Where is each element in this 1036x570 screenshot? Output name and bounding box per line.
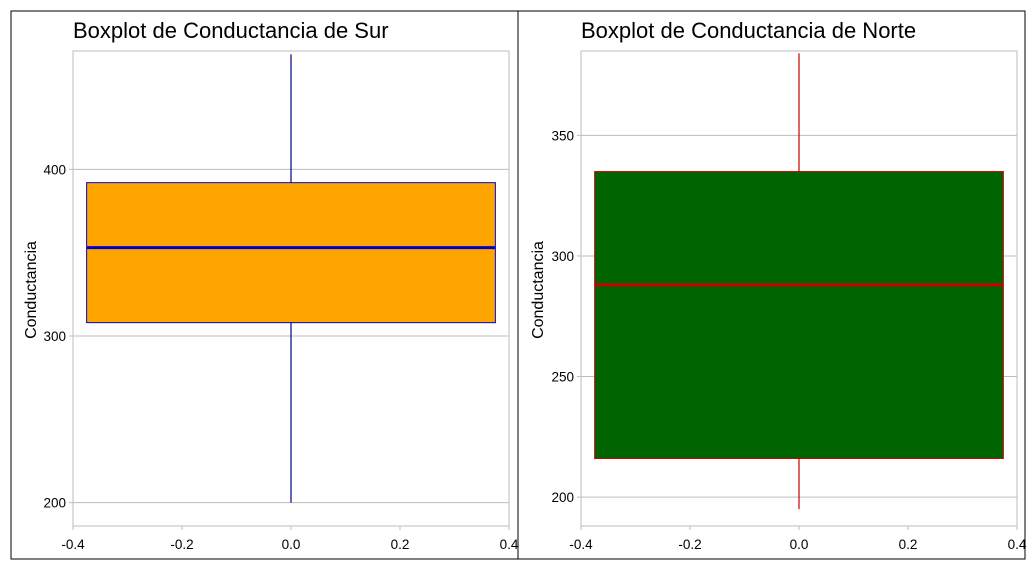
panel-norte: Boxplot de Conductancia de Norte Conduct…: [517, 10, 1027, 560]
y-tick-label: 300: [43, 329, 66, 344]
chart-title: Boxplot de Conductancia de Sur: [73, 18, 389, 43]
y-axis-label: Conductancia: [23, 241, 40, 339]
y-tick-label: 350: [551, 128, 574, 143]
y-tick-label: 300: [551, 249, 574, 264]
x-tick-label: 0.2: [899, 537, 918, 552]
box-marks: [86, 54, 496, 503]
x-tick-label: 0.0: [790, 537, 809, 552]
x-tick-label: -0.4: [61, 537, 85, 552]
box-marks: [594, 53, 1004, 510]
x-tick-label: 0.2: [391, 537, 410, 552]
y-tick-labels: 200 300 400: [43, 162, 73, 511]
x-tick-label: -0.4: [569, 537, 593, 552]
y-tick-label: 400: [43, 162, 66, 177]
y-axis-label: Conductancia: [530, 241, 547, 339]
y-tick-label: 200: [551, 490, 574, 505]
chart-title: Boxplot de Conductancia de Norte: [581, 18, 916, 43]
y-tick-label: 200: [43, 496, 66, 511]
iqr-box: [86, 182, 496, 324]
y-tick-label: 250: [551, 370, 574, 385]
x-tick-labels: -0.4 -0.2 0.0 0.2 0.4: [569, 526, 1027, 552]
iqr-box: [594, 171, 1004, 459]
x-tick-label: 0.4: [500, 537, 519, 552]
x-tick-label: -0.2: [170, 537, 193, 552]
x-tick-label: 0.4: [1008, 537, 1027, 552]
x-tick-labels: -0.4 -0.2 0.0 0.2 0.4: [61, 526, 519, 552]
panel-sur: Boxplot de Conductancia de Sur Conductan…: [10, 10, 519, 560]
x-tick-label: 0.0: [282, 537, 301, 552]
x-tick-label: -0.2: [678, 537, 701, 552]
y-tick-labels: 200 250 300 350: [551, 128, 581, 505]
